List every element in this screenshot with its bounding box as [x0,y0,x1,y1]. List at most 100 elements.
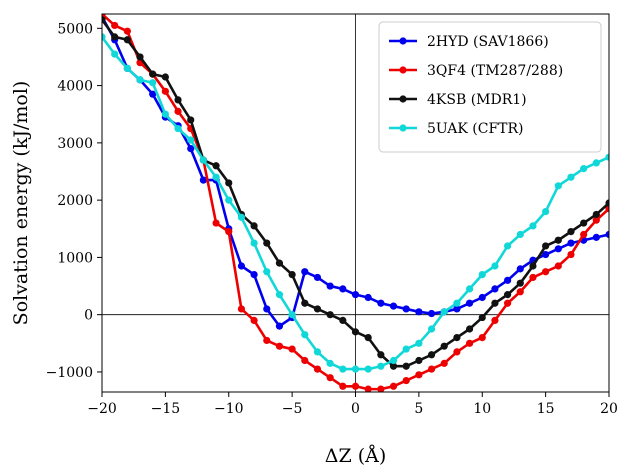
data-point [123,27,131,35]
data-point [554,245,562,253]
legend-label: 3QF4 (TM287/288) [427,63,563,79]
data-point [567,239,575,247]
data-point [339,365,347,373]
data-point [199,176,207,184]
data-point [491,316,499,325]
series-layer [102,14,609,392]
x-tick-label: 0 [351,401,360,417]
data-point [377,362,385,370]
legend-marker [399,66,407,74]
data-point [529,262,537,270]
data-point [326,374,334,382]
data-point [339,285,347,293]
y-tick-label: 2000 [57,193,93,209]
data-point [364,385,372,392]
series-2 [102,14,609,392]
data-point [427,365,436,373]
data-point [313,273,322,282]
data-point [187,144,195,153]
data-point [149,79,157,87]
data-point [465,285,474,293]
y-tick-label: 1000 [57,250,93,266]
data-point [415,339,423,347]
data-point [580,165,588,173]
data-point [453,333,461,342]
data-point [326,359,334,367]
data-point [478,293,486,302]
y-tick-label: 0 [84,308,93,324]
data-point [592,216,600,224]
data-point [516,279,524,287]
data-point [427,351,436,359]
data-point [275,342,284,350]
data-point [389,362,398,370]
data-point [225,196,233,204]
data-point [102,33,106,41]
data-point [542,268,550,276]
data-point [237,262,246,270]
data-point [111,50,119,58]
legend: 2HYD (SAV1866) 3QF4 (TM287/288) 4KSB (MDR1… [378,21,602,153]
data-point [592,210,600,219]
data-point [339,382,347,390]
data-point [529,273,537,282]
data-point [161,110,169,118]
data-point [250,316,258,325]
data-point [567,228,575,236]
data-point [301,299,309,307]
data-point [592,159,600,167]
x-axis-title: ΔZ (Å) [325,445,387,467]
data-point [478,270,486,279]
data-point [440,308,448,316]
data-point [567,173,575,181]
data-point [580,230,588,239]
y-axis-title: Solvation energy (kJ/mol) [10,81,32,326]
y-tick-label: 4000 [57,79,93,95]
data-point [415,371,423,379]
data-point [149,70,157,78]
data-point [504,242,512,250]
data-point [605,230,609,239]
data-point [427,325,436,333]
y-tick-label: 5000 [57,21,93,37]
data-point [326,311,334,319]
data-point [427,309,436,318]
x-tick-label: −15 [151,401,181,417]
data-point [237,213,246,221]
data-point [174,96,182,104]
data-point [364,333,372,342]
data-point [301,268,309,276]
data-point [554,262,562,270]
data-point [402,305,410,313]
data-point [212,219,220,227]
data-point [465,339,474,347]
data-point [504,291,512,299]
data-point [389,382,398,390]
data-point [313,365,322,373]
data-point [377,299,385,307]
data-point [415,308,423,316]
data-point [592,233,600,241]
data-point [542,242,550,250]
legend-label: 4KSB (MDR1) [427,92,527,108]
data-point [326,282,334,290]
data-point [187,136,195,144]
data-point [136,76,144,84]
x-tick-label: 15 [537,401,555,417]
data-point [554,182,562,190]
data-point [491,299,499,307]
data-point [402,362,410,370]
data-point [313,305,322,313]
data-point [465,299,474,307]
legend-marker [399,124,407,132]
data-point [453,348,461,356]
data-point [123,64,131,73]
data-point [111,33,119,41]
data-point [102,16,106,24]
data-point [136,53,144,61]
data-point [605,153,609,161]
legend-box [378,21,602,153]
data-point [504,299,512,307]
data-point [250,222,258,230]
